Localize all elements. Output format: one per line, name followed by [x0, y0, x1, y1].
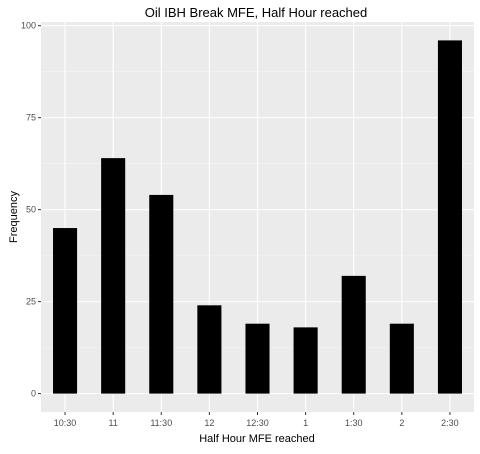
x-tick-label: 12	[204, 418, 214, 428]
y-tick-label: 50	[26, 205, 36, 215]
x-tick-label: 12:30	[246, 418, 269, 428]
bar-11	[101, 158, 126, 394]
y-tick-label: 75	[26, 113, 36, 123]
x-tick-label: 2	[399, 418, 404, 428]
x-tick-label: 1	[303, 418, 308, 428]
x-tick-label: 1:30	[345, 418, 363, 428]
bar-2	[389, 323, 414, 394]
bar-2-30	[437, 40, 462, 394]
y-tick-label: 0	[31, 389, 36, 399]
chart-title: Oil IBH Break MFE, Half Hour reached	[145, 5, 368, 20]
x-tick-label: 11	[108, 418, 117, 428]
y-axis-label: Frequency	[8, 191, 20, 243]
bar-1	[293, 327, 318, 394]
bars	[53, 40, 462, 394]
y-tick-label: 25	[26, 297, 36, 307]
bar-1-30	[341, 275, 366, 394]
x-axis: 10:30 11 11:30 12 12:30 1 1:30 2 2:30	[54, 412, 459, 428]
bar-11-30	[149, 194, 174, 394]
y-tick-label: 100	[21, 21, 36, 31]
x-tick-label: 10:30	[54, 418, 77, 428]
x-tick-label: 11:30	[150, 418, 172, 428]
x-axis-label: Half Hour MFE reached	[199, 433, 315, 445]
bar-10-30	[53, 228, 78, 394]
bar-12-30	[245, 323, 270, 394]
y-axis: 0 25 50 75 100	[21, 21, 41, 399]
bar-12	[197, 305, 222, 394]
x-tick-label: 2:30	[441, 418, 459, 428]
